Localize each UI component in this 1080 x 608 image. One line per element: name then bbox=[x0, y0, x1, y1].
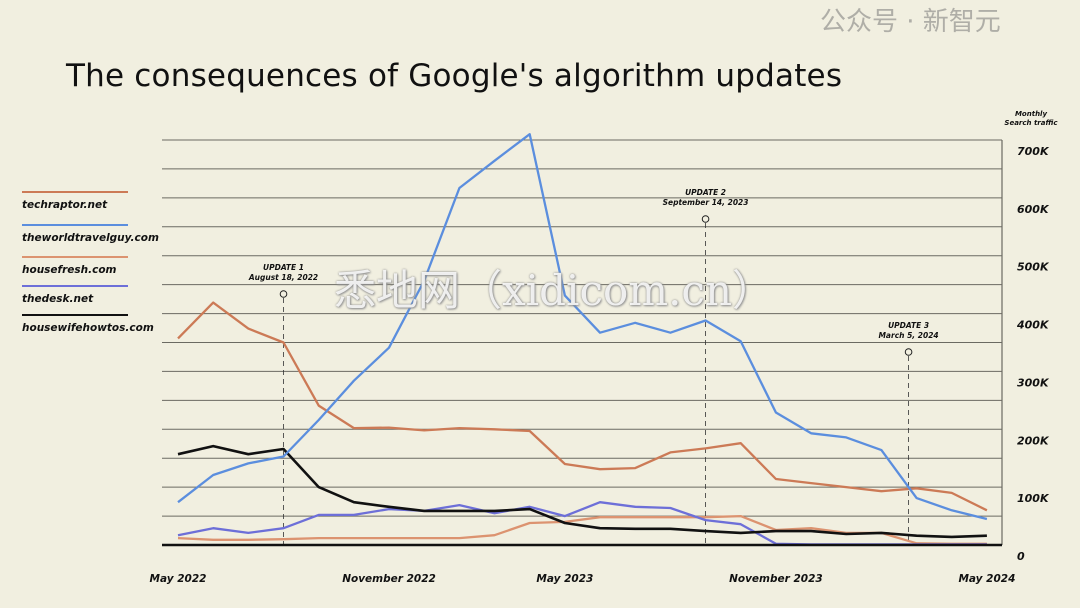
legend-item-housefresh: housefresh.com bbox=[22, 256, 128, 276]
y-tick-label: 400K bbox=[1016, 319, 1050, 332]
series-lines bbox=[162, 133, 1002, 547]
update-date: August 18, 2022 bbox=[248, 273, 318, 282]
series-line-techraptor-net bbox=[177, 301, 988, 512]
legend-item-housewifehowtos: housewifehowtos.com bbox=[22, 314, 154, 334]
x-tick-label: May 2024 bbox=[958, 573, 1015, 585]
x-tick-label: May 2022 bbox=[150, 573, 207, 585]
y-tick-label: 700K bbox=[1017, 145, 1050, 158]
y-axis-ticks: 700K 600K 500K 400K 300K 200K 100K 0 bbox=[1016, 145, 1050, 563]
update-title: UPDATE 1 bbox=[263, 263, 304, 272]
y-tick-label: 500K bbox=[1017, 261, 1050, 274]
update-title: UPDATE 2 bbox=[685, 188, 726, 197]
legend-label: housewifehowtos.com bbox=[22, 322, 154, 334]
y-tick-label: 0 bbox=[1017, 550, 1025, 563]
legend-label: housefresh.com bbox=[22, 264, 117, 276]
y-tick-label: 200K bbox=[1017, 434, 1050, 447]
x-tick-label: May 2023 bbox=[536, 573, 593, 585]
update-marker-pin-icon bbox=[279, 290, 288, 298]
y-axis-label-line2: Search traffic bbox=[1004, 119, 1058, 127]
series-line-housewifehowtos-com bbox=[177, 444, 987, 539]
update-date: September 14, 2023 bbox=[663, 198, 749, 207]
y-tick-label: 100K bbox=[1017, 492, 1050, 505]
y-axis-label-line1: Monthly bbox=[1015, 110, 1047, 118]
legend-swatch bbox=[22, 191, 128, 193]
x-tick-label: November 2023 bbox=[729, 573, 823, 585]
series-line-housefresh-com bbox=[177, 514, 987, 545]
legend-item-thedesk: thedesk.net bbox=[22, 285, 128, 305]
gridlines bbox=[162, 139, 1003, 545]
y-tick-label: 600K bbox=[1017, 203, 1050, 216]
legend-label: techraptor.net bbox=[22, 199, 108, 211]
chart-title: The consequences of Google's algorithm u… bbox=[66, 58, 843, 94]
legend-label: thedesk.net bbox=[22, 293, 94, 305]
series-line-theworldtravelguy-com bbox=[177, 133, 988, 521]
legend-item-techraptor: techraptor.net bbox=[22, 191, 128, 211]
legend-swatch bbox=[22, 224, 128, 226]
x-tick-label: November 2022 bbox=[342, 573, 436, 585]
legend-swatch bbox=[22, 256, 128, 258]
y-tick-label: 300K bbox=[1017, 376, 1050, 389]
legend-item-theworldtravelguy: theworldtravelguy.com bbox=[22, 224, 159, 244]
legend-swatch bbox=[22, 314, 128, 316]
update-marker-pin-icon bbox=[701, 215, 710, 223]
update-date: March 5, 2024 bbox=[878, 331, 938, 340]
legend-swatch bbox=[22, 285, 128, 287]
update-marker-pin-icon bbox=[904, 348, 913, 356]
legend-label: theworldtravelguy.com bbox=[22, 232, 159, 244]
update-title: UPDATE 3 bbox=[888, 321, 929, 330]
x-axis-ticks: May 2022 November 2022 May 2023 November 20… bbox=[150, 573, 1016, 585]
